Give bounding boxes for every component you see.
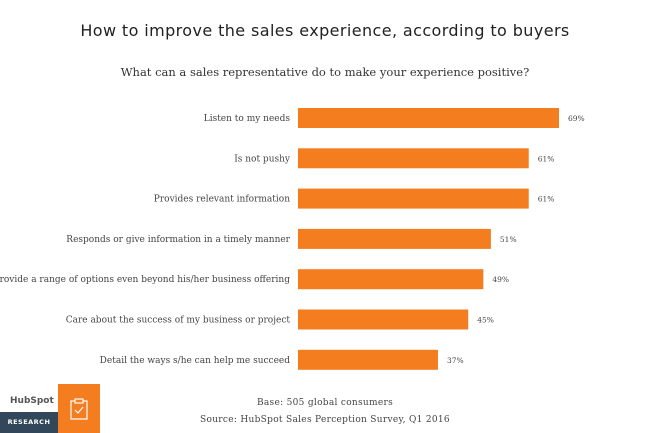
category-label: Responds or give information in a timely…	[66, 235, 290, 245]
bar	[298, 108, 559, 128]
footer-source-text: Source: HubSpot Sales Perception Survey,…	[200, 415, 450, 425]
category-label: Provide a range of options even beyond h…	[0, 275, 290, 285]
bar	[298, 309, 469, 330]
category-label: Listen to my needs	[204, 114, 291, 124]
bar	[298, 188, 529, 209]
bar	[298, 148, 529, 169]
bar	[298, 228, 491, 249]
value-label: 45%	[477, 316, 494, 325]
category-label: Detail the ways s/he can help me succeed	[100, 356, 291, 366]
clipboard-icon	[70, 398, 88, 420]
value-label: 61%	[538, 154, 555, 163]
bar	[298, 349, 438, 370]
category-label: Is not pushy	[234, 154, 291, 164]
footer-base-text: Base: 505 global consumers	[256, 398, 394, 408]
hubspot-logo: HubSpot	[10, 396, 54, 406]
value-label: 69%	[568, 114, 585, 123]
value-label: 51%	[500, 235, 517, 244]
value-label: 37%	[447, 356, 464, 365]
report-badge	[58, 384, 100, 433]
category-label: Care about the success of my business or…	[66, 316, 291, 326]
value-label: 61%	[538, 195, 555, 204]
bar-chart: Listen to my needs 69% Is not pushy 61% Prov…	[0, 108, 585, 370]
category-label: Provides relevant information	[154, 195, 290, 205]
chart-title: How to improve the sales experience, acc…	[80, 21, 570, 40]
value-label: 49%	[492, 275, 509, 284]
chart-subtitle: What can a sales representative do to ma…	[120, 65, 530, 79]
research-label: RESEARCH	[0, 412, 58, 433]
bar	[298, 269, 484, 290]
